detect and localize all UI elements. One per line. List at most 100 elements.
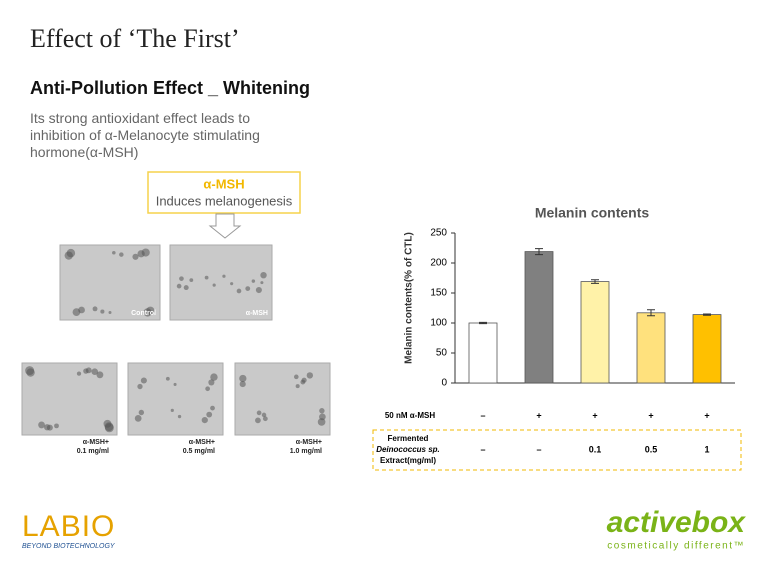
condition-value: + [592, 410, 597, 420]
image-label: α-MSH+ [189, 439, 215, 446]
cell [108, 311, 112, 314]
cell [260, 272, 267, 279]
y-tick-label: 50 [436, 348, 448, 359]
cell [206, 411, 213, 418]
cell [317, 418, 326, 426]
cell [138, 409, 145, 416]
highlight-box [372, 429, 742, 471]
cell [205, 386, 210, 392]
condition-value: 1 [704, 444, 709, 454]
cell [208, 379, 215, 386]
y-axis-label: Melanin contents(% of CTL) [404, 232, 415, 364]
image-label: 1.0 mg/ml [290, 448, 322, 455]
cell [222, 274, 226, 278]
subtitle: Anti-Pollution Effect _ Whitening [30, 78, 310, 98]
image-label: 0.1 mg/ml [77, 448, 109, 455]
cell [140, 377, 147, 384]
condition-value: – [480, 444, 485, 454]
image-label: α-MSH [246, 310, 268, 317]
cell [38, 421, 45, 429]
cell [239, 381, 246, 388]
cell [256, 410, 262, 416]
logo-right-tagline: cosmetically different™ [607, 541, 745, 552]
cell [210, 373, 218, 381]
micrograph [234, 362, 331, 436]
cell [76, 371, 82, 376]
condition-value: 0.1 [589, 444, 602, 454]
condition-value: + [648, 410, 653, 420]
cell [54, 423, 59, 429]
logo-left-tagline: BEYOND BIOTECHNOLOGY [22, 543, 116, 550]
condition-value: – [536, 444, 541, 454]
image-label: α-MSH+ [83, 439, 109, 446]
micrograph [169, 244, 273, 321]
cell [177, 414, 182, 419]
callout-title: α-MSH [203, 176, 244, 191]
cell [146, 306, 155, 316]
cell [212, 283, 216, 287]
bar [580, 281, 610, 384]
error-bar [479, 321, 487, 325]
title: Effect of ‘The First’ [30, 24, 240, 53]
logo-right: activebox [607, 506, 747, 539]
cell [245, 286, 251, 291]
condition-value: – [480, 410, 485, 420]
error-bar [703, 313, 711, 316]
cell [255, 286, 262, 294]
callout-text: Induces melanogenesis [156, 193, 293, 208]
cell [210, 405, 215, 411]
bar [468, 322, 498, 384]
image-label: Control [131, 310, 156, 317]
chart: 0 50 100 150 200 250 [430, 228, 735, 389]
cell [239, 374, 247, 383]
cell [255, 417, 261, 424]
cell [251, 279, 256, 283]
condition-label: Extract(mg/ml) [380, 456, 436, 465]
description: Its strong antioxidant effect leads to i… [30, 110, 260, 161]
y-tick-label: 200 [430, 258, 447, 269]
cell [293, 374, 299, 380]
y-tick-label: 100 [430, 318, 447, 329]
cell [92, 306, 98, 312]
error-bar [591, 279, 599, 284]
condition-value: 0.5 [645, 444, 658, 454]
condition-label: Deinococcus sp. [376, 445, 440, 454]
cell [137, 383, 143, 390]
logo-left: LABIO [22, 510, 115, 543]
arrow [208, 213, 242, 239]
cell [230, 282, 234, 286]
cell [64, 251, 73, 260]
line: hormone(α-MSH) [30, 144, 139, 160]
condition-label: Fermented [388, 434, 429, 443]
y-tick-label: 0 [441, 378, 447, 389]
image-label: 0.5 mg/ml [183, 448, 215, 455]
cell [104, 423, 114, 433]
cell [295, 384, 300, 389]
cell [236, 288, 242, 294]
cell [165, 376, 170, 381]
y-tick-label: 150 [430, 288, 447, 299]
cell [119, 252, 124, 257]
micrograph [127, 362, 224, 436]
cell [78, 306, 85, 314]
cell [137, 250, 145, 258]
bar [636, 312, 666, 384]
cell [96, 371, 104, 379]
cell [91, 368, 99, 376]
y-tick-label: 250 [430, 228, 447, 239]
cell [176, 283, 182, 289]
cell [189, 278, 194, 282]
cell [46, 424, 53, 431]
cell [132, 253, 139, 260]
cell [134, 414, 142, 422]
condition-value: + [536, 410, 541, 420]
images: Control α-MSH α-MSH+ 0.1 mg/ml α-MSH+ 0.5 mg/… [21, 244, 331, 455]
cell [319, 408, 325, 414]
error-bar [647, 309, 655, 317]
bar [692, 314, 722, 384]
condition-label: 50 nM α-MSH [385, 411, 435, 420]
cell [170, 408, 174, 412]
cell [85, 367, 92, 374]
